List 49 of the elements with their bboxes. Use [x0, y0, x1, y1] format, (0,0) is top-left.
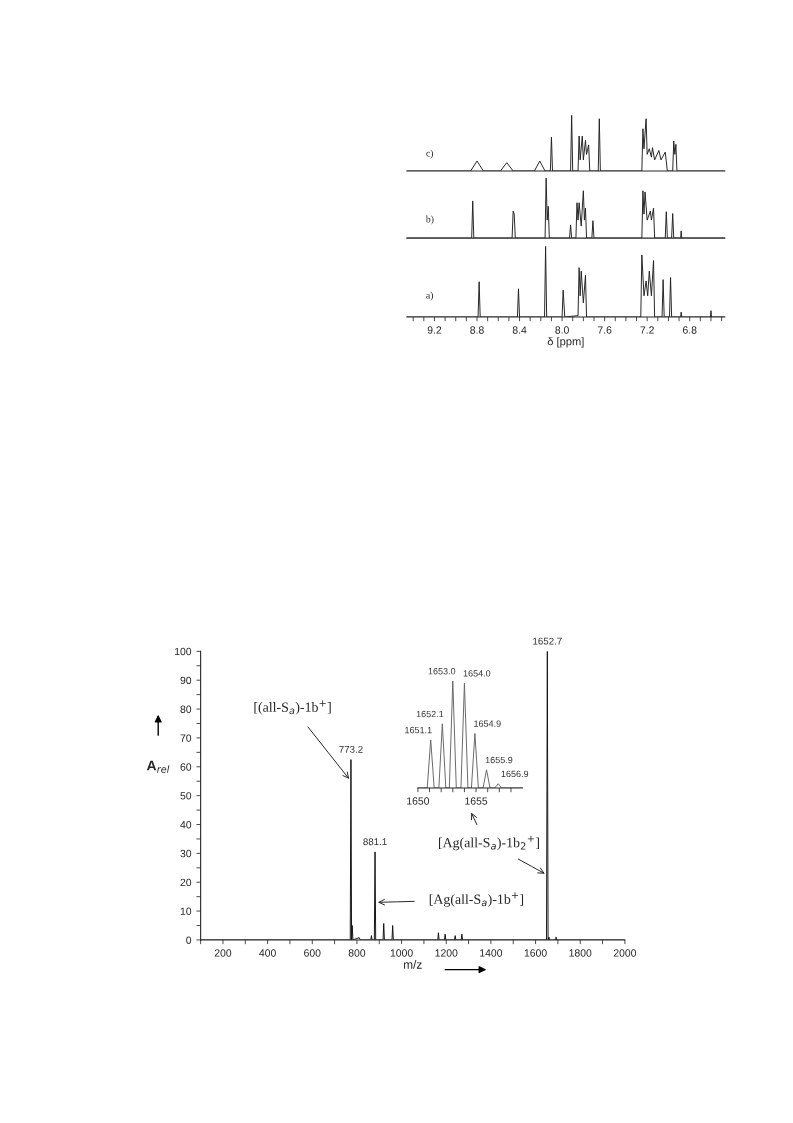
x-tick-label: 1200 [435, 949, 458, 957]
annotation: 1654.9 [474, 720, 501, 727]
x-axis-title: δ [ppm] [547, 337, 584, 348]
y-tick-label: 30 [180, 849, 192, 858]
x-tick-label: 8.8 [470, 326, 484, 334]
x-tick-label: 8.0 [555, 326, 569, 334]
annotation: 1655.9 [485, 756, 513, 764]
x-tick-label: 1400 [480, 949, 503, 957]
annotation: b) [425, 215, 434, 225]
y-tick-label: 90 [180, 676, 192, 685]
x-tick-label: 600 [304, 949, 321, 957]
x-tick-label: 1650 [407, 797, 430, 805]
y-tick-label: 80 [180, 705, 192, 713]
y-tick-label: 60 [180, 763, 192, 771]
x-tick-label: 800 [348, 949, 366, 957]
y-tick-label: 100 [175, 647, 192, 656]
annotation: 773.2 [339, 745, 363, 753]
x-tick-label: 2000 [613, 949, 637, 957]
x-tick-label: 1000 [390, 949, 413, 957]
x-tick-label: 7.2 [640, 326, 654, 334]
annotation: [Ag(all-S$_{a}$)-1b$^{+}$] [429, 892, 524, 907]
y-tick-label: 50 [180, 792, 192, 800]
annotation: 881.1 [363, 838, 387, 846]
annotation: 1652.7 [533, 637, 562, 645]
annotation: [(all-S$_{a}$)-1b$^{+}$] [254, 700, 331, 715]
y-tick-label: 10 [180, 907, 192, 915]
y-axis-title: A$_{rel}$ [146, 760, 170, 773]
annotation: c) [426, 149, 434, 159]
y-tick-label: 70 [180, 734, 192, 742]
x-tick-label: 400 [259, 949, 276, 957]
x-tick-label: 8.4 [512, 326, 527, 334]
x-tick-label: 1600 [524, 949, 547, 957]
y-tick-label: 0 [186, 936, 192, 944]
x-tick-label: 200 [214, 949, 232, 957]
annotation: 1654.0 [463, 670, 491, 677]
annotation: 1653.0 [428, 668, 456, 675]
y-tick-label: 40 [180, 821, 192, 829]
annotation: a) [426, 291, 434, 301]
y-tick-label: 20 [180, 878, 192, 887]
x-tick-label: 1800 [569, 949, 592, 957]
x-tick-label: 7.6 [597, 326, 612, 334]
x-tick-label: 9.2 [427, 326, 442, 334]
annotation: 1652.1 [416, 710, 444, 718]
x-axis-title: m/z [404, 960, 422, 969]
x-tick-label: 1655 [465, 797, 488, 805]
x-tick-label: 6.8 [683, 326, 697, 334]
annotation: 1651.1 [405, 726, 432, 734]
annotation: 1656.9 [501, 770, 529, 778]
annotation: [Ag(all-S$_{a}$)-1b$_{2}$$^{+}$] [438, 835, 539, 851]
